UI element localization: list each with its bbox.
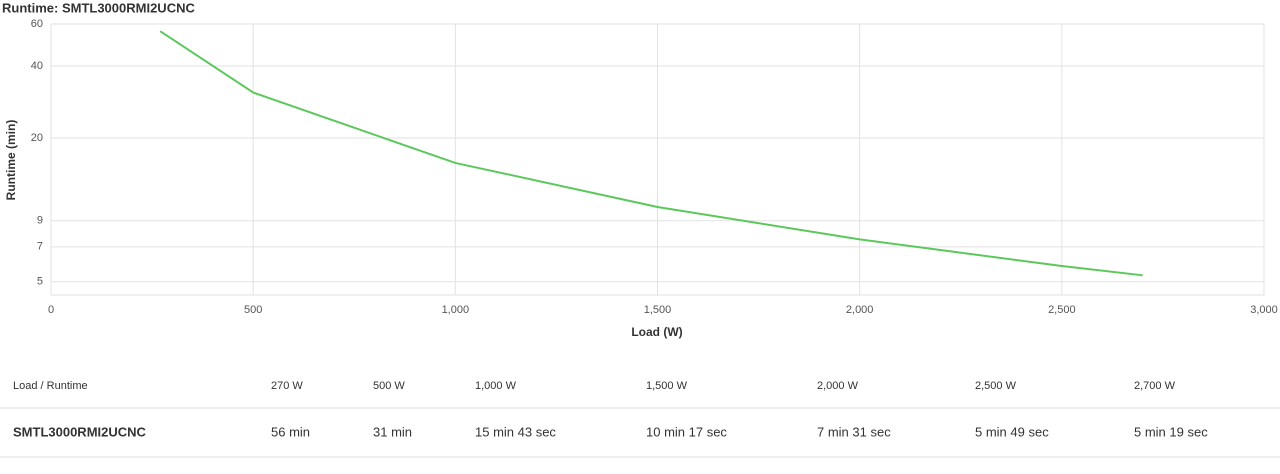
table-cell: SMTL3000RMI2UCNC — [13, 424, 147, 439]
table-cell: 7 min 31 sec — [817, 424, 891, 439]
x-tick-label: 1,500 — [644, 304, 672, 316]
table-cell: 5 min 19 sec — [1134, 424, 1208, 439]
table-header-cell: Load / Runtime — [13, 380, 88, 392]
table-cell: 31 min — [373, 424, 412, 439]
y-tick-label: 20 — [31, 132, 43, 144]
table-cell: 15 min 43 sec — [475, 424, 556, 439]
y-tick-label: 40 — [31, 60, 43, 72]
x-tick-label: 0 — [48, 304, 54, 316]
x-axis-label: Load (W) — [631, 325, 682, 339]
table-header-cell: 2,000 W — [817, 380, 859, 392]
x-tick-label: 500 — [244, 304, 262, 316]
table-header-cell: 2,500 W — [975, 380, 1017, 392]
table-header-cell: 1,000 W — [475, 380, 517, 392]
table-cell: 5 min 49 sec — [975, 424, 1049, 439]
table-header-cell: 2,700 W — [1134, 380, 1176, 392]
table-header-cell: 500 W — [373, 380, 405, 392]
y-tick-label: 60 — [31, 18, 43, 30]
chart-title: Runtime: SMTL3000RMI2UCNC — [2, 0, 195, 15]
table-header-cell: 1,500 W — [646, 380, 688, 392]
table-header-cell: 270 W — [271, 380, 303, 392]
x-tick-label: 2,500 — [1048, 304, 1076, 316]
y-tick-label: 7 — [37, 241, 43, 253]
series-line — [159, 30, 1143, 277]
x-tick-label: 2,000 — [846, 304, 874, 316]
table-cell: 10 min 17 sec — [646, 424, 727, 439]
x-tick-label: 3,000 — [1250, 304, 1278, 316]
table-cell: 56 min — [271, 424, 310, 439]
y-tick-label: 5 — [37, 276, 43, 288]
x-tick-label: 1,000 — [442, 304, 470, 316]
y-axis-label: Runtime (min) — [4, 120, 18, 201]
y-tick-label: 9 — [37, 215, 43, 227]
